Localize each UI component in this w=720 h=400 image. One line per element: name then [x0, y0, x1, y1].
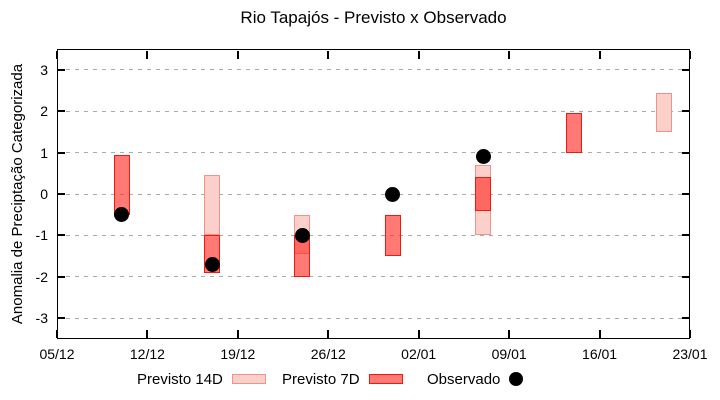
legend-label-observado: Observado — [427, 370, 501, 388]
x-tick-label-1: 12/12 — [129, 346, 165, 362]
y-tick-right--3 — [682, 317, 690, 320]
x-tick-label-2: 19/12 — [220, 346, 256, 362]
y-tick-left--3 — [57, 317, 65, 320]
y-tick-label-0: 0 — [40, 186, 48, 202]
gridline-y--3 — [57, 317, 690, 319]
x-tick-bottom-0 — [56, 329, 58, 338]
x-tick-top-4 — [417, 50, 420, 59]
x-tick-label-5: 09/01 — [491, 346, 527, 362]
y-tick-label-2: 2 — [40, 103, 48, 120]
y-tick-right--2 — [682, 275, 690, 278]
x-tick-bottom-5 — [508, 329, 511, 338]
x-tick-bottom-6 — [598, 329, 601, 338]
x-tick-top-7 — [689, 50, 691, 59]
y-tick-left-2 — [57, 110, 65, 113]
gridline-y-3 — [57, 69, 690, 71]
x-tick-bottom-7 — [689, 329, 691, 338]
y-tick-right-3 — [682, 68, 690, 71]
previsto-7d-bar — [113, 154, 130, 215]
x-tick-label-3: 26/12 — [310, 346, 346, 362]
x-tick-bottom-1 — [146, 329, 149, 338]
y-tick-right-1 — [682, 151, 690, 154]
y-tick-left-0 — [57, 193, 65, 195]
y-tick-right-2 — [682, 110, 690, 113]
y-tick-label-1: 1 — [40, 144, 48, 161]
gridline-y-1 — [57, 152, 690, 154]
observado-dot — [204, 256, 220, 272]
observado-dot — [385, 186, 401, 202]
y-tick-left--2 — [57, 275, 65, 278]
y-tick-label-3: 3 — [40, 61, 48, 78]
y-tick-left-1 — [57, 151, 65, 154]
legend-swatch-previsto-14d — [231, 374, 266, 384]
x-tick-label-7: 23/01 — [672, 346, 708, 362]
x-tick-top-3 — [327, 50, 330, 59]
previsto-7d-bar — [384, 214, 401, 257]
previsto-14d-bar — [656, 92, 673, 132]
y-tick-right-0 — [682, 193, 690, 195]
gridline-y--2 — [57, 276, 690, 278]
x-tick-bottom-4 — [417, 329, 420, 338]
gridline-y-0 — [57, 193, 690, 195]
legend-item-previsto-7d: Previsto 7D — [282, 369, 403, 389]
x-tick-bottom-2 — [236, 329, 239, 338]
observado-dot — [294, 227, 310, 243]
chart-title: Rio Tapajós - Previsto x Observado — [240, 8, 507, 27]
gridline-y--1 — [57, 234, 690, 236]
previsto-7d-bar — [565, 113, 582, 153]
y-tick-label--1: -1 — [35, 227, 48, 244]
legend-item-previsto-14d: Previsto 14D — [137, 369, 266, 389]
x-tick-top-0 — [56, 50, 58, 59]
x-tick-label-4: 02/01 — [401, 346, 437, 362]
y-tick-right--1 — [682, 234, 690, 237]
observado-dot — [475, 149, 491, 165]
x-tick-top-5 — [508, 50, 511, 59]
previsto-7d-bar — [475, 177, 492, 211]
legend-dot-observado — [509, 372, 524, 386]
previsto-14d-bar — [204, 175, 221, 236]
y-tick-label--2: -2 — [35, 268, 48, 285]
x-tick-bottom-3 — [327, 329, 330, 338]
observado-dot — [114, 207, 130, 223]
legend-label-previsto-14d: Previsto 14D — [137, 370, 223, 388]
y-tick-left--1 — [57, 234, 65, 237]
y-tick-left-3 — [57, 68, 65, 71]
x-tick-top-1 — [146, 50, 149, 59]
gridline-y-2 — [57, 110, 690, 112]
x-tick-top-2 — [236, 50, 239, 59]
legend-item-observado: Observado — [427, 369, 524, 389]
legend-swatch-previsto-7d — [368, 374, 403, 384]
y-tick-label--3: -3 — [35, 310, 48, 327]
legend-label-previsto-7d: Previsto 7D — [282, 370, 360, 388]
x-tick-label-0: 05/12 — [39, 346, 75, 362]
x-tick-top-6 — [598, 50, 601, 59]
x-tick-label-6: 16/01 — [582, 346, 618, 362]
